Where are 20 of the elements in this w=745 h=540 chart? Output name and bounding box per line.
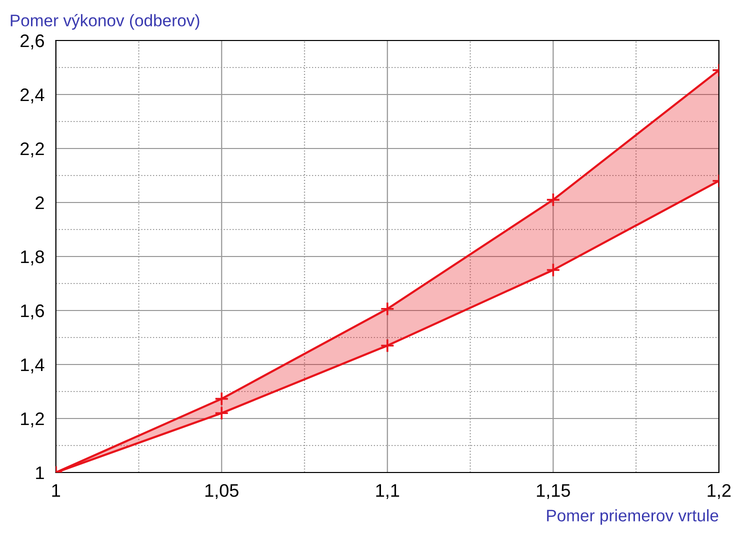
y-tick-label: 2,6 [20,34,44,50]
y-axis-title: Pomer výkonov (odberov) [10,14,200,30]
x-tick-label: 1,1 [376,484,400,500]
y-tick-label: 1,2 [21,412,44,428]
y-tick-label: 2,2 [20,142,44,158]
x-tick-label: 1,2 [708,484,731,500]
point [380,302,395,316]
y-tick-label: 2,4 [20,88,44,104]
y-tick-label: 1,4 [21,358,44,374]
point [380,338,395,353]
y-tick-label: 1,6 [21,304,44,320]
x-tick-label: 1,05 [205,484,238,500]
y-tick-label: 1,8 [21,250,44,266]
point [214,392,229,406]
y-tick-label: 1 [36,466,44,480]
point [214,406,229,420]
y-tick-label: 2 [36,196,44,210]
x-tick-label: 1,15 [536,484,570,500]
x-tick-label: 1 [52,484,60,497]
x-axis-title: Pomer priemerov vrtule [547,509,718,525]
